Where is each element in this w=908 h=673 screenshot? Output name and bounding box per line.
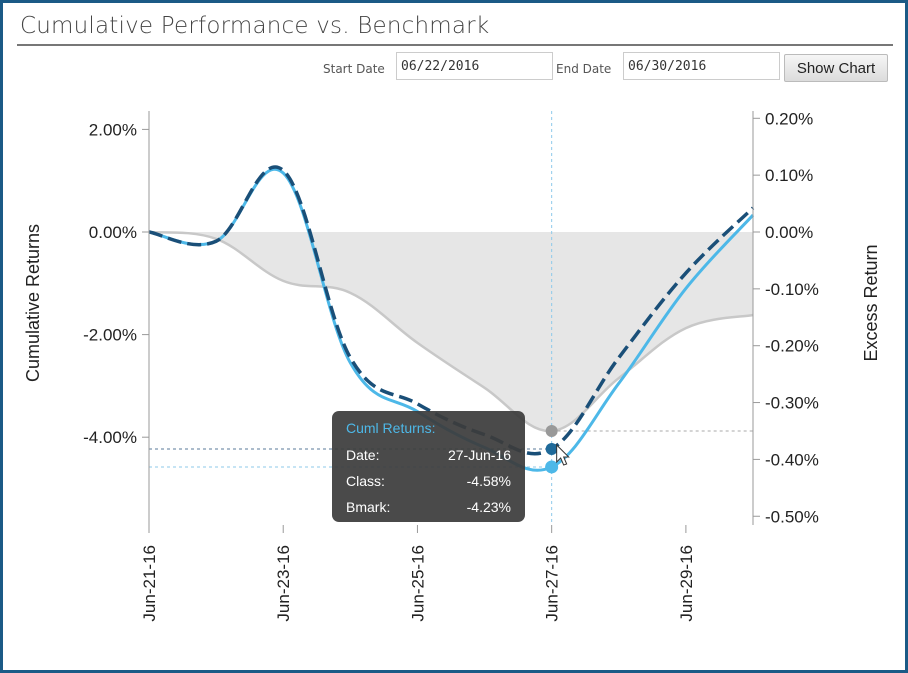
excess-area — [149, 232, 753, 432]
tooltip-class-label: Class: — [346, 473, 385, 489]
tooltip-heading: Cuml Returns: — [346, 420, 436, 436]
tooltip: Cuml Returns: Date: 27-Jun-16 Class: -4.58… — [332, 411, 525, 522]
y-right-tick-label: 0.10% — [765, 166, 813, 185]
y-right-tick-label: 0.00% — [765, 223, 813, 242]
excess-marker — [545, 424, 558, 437]
x-tick-label: Jun-27-16 — [543, 545, 562, 622]
end-date-label: End Date — [556, 62, 612, 76]
excess-line — [148, 230, 754, 433]
x-tick-label: Jun-29-16 — [677, 545, 696, 622]
y-axis-right-title: Excess Return — [861, 244, 881, 361]
class-marker — [545, 460, 559, 474]
show-chart-button[interactable]: Show Chart — [784, 54, 888, 82]
y-left-tick-label: 2.00% — [89, 120, 137, 139]
tooltip-class-value: -4.58% — [466, 473, 511, 489]
start-date-input[interactable] — [396, 52, 553, 80]
bmark-series-line — [148, 165, 755, 456]
bmark-marker — [545, 442, 558, 455]
y-right-tick-label: -0.50% — [765, 507, 819, 526]
y-left-tick-label: -2.00% — [83, 326, 137, 345]
x-tick-label: Jun-23-16 — [274, 545, 293, 622]
y-left-tick-label: -4.00% — [83, 428, 137, 447]
tooltip-bmark-value: -4.23% — [466, 499, 511, 515]
y-right-tick-label: -0.30% — [765, 394, 819, 413]
y-axis-left-title: Cumulative Returns — [23, 224, 43, 382]
end-date-input[interactable] — [623, 52, 780, 80]
x-tick-label: Jun-25-16 — [408, 545, 427, 622]
title-divider — [17, 44, 893, 46]
page-title: Cumulative Performance vs. Benchmark — [20, 13, 490, 39]
y-right-tick-label: -0.20% — [765, 337, 819, 356]
y-right-tick-label: 0.20% — [765, 109, 813, 128]
tooltip-bmark-label: Bmark: — [346, 499, 391, 515]
mouse-cursor-icon — [556, 443, 570, 466]
y-right-tick-label: -0.40% — [765, 450, 819, 469]
x-tick-label: Jun-21-16 — [140, 545, 159, 622]
tooltip-date-value: 27-Jun-16 — [447, 447, 511, 463]
y-left-tick-label: 0.00% — [89, 223, 137, 242]
tooltip-date-label: Date: — [346, 447, 380, 463]
start-date-label: Start Date — [323, 62, 385, 76]
chart-plot[interactable]: 2.00% 0.00% -2.00% -4.00% 0.20% 0.10% 0.00% -0.… — [3, 3, 905, 670]
y-right-tick-label: -0.10% — [765, 280, 819, 299]
